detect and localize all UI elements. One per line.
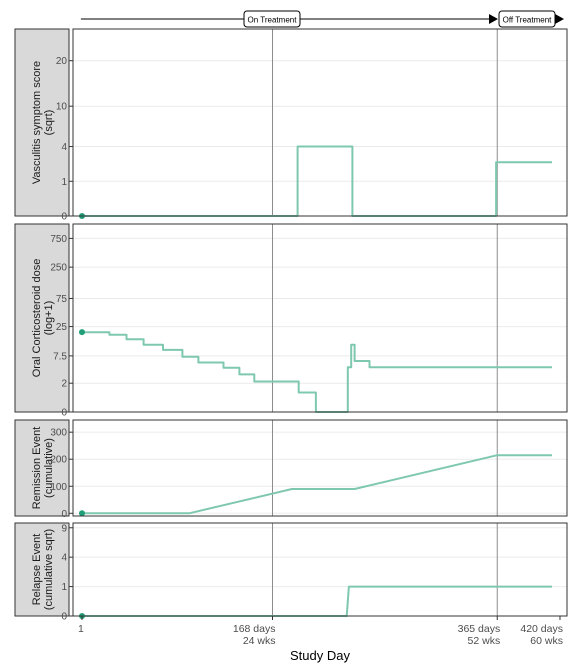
facet-strip-label: (cumulative sqrt): [43, 529, 55, 610]
x-tick-label: 1: [78, 623, 84, 635]
y-tick-label: 9: [61, 523, 67, 534]
y-tick-label: 0: [61, 509, 67, 520]
panel-3: Remission Event (cumulative) 0 100 200 300: [14, 419, 568, 520]
series-line: [82, 145, 552, 217]
timeline-label-box: [243, 10, 301, 28]
panel-border: [72, 522, 568, 617]
facet-strip: [14, 28, 70, 217]
y-tick-label: 2: [61, 379, 67, 390]
facet-strip-label: (cumulative): [43, 438, 55, 498]
panel-border: [72, 223, 568, 413]
y-tick-label: 20: [56, 56, 68, 67]
data-point: [79, 329, 85, 336]
facet-strip: [14, 419, 70, 517]
y-tick-label: 10: [56, 102, 68, 113]
facet-strip-label: Remission Event: [31, 427, 43, 510]
timeline-arrow-head: [489, 14, 498, 24]
timeline-label: Off Treatment: [503, 16, 553, 25]
facet-strip-label: (log+1): [43, 301, 55, 336]
panel-2: Oral Corticosteroid dose (log+1) 0 2 7.5 25 75…: [14, 223, 568, 419]
panel-border: [72, 419, 568, 517]
y-tick-label: 0: [61, 212, 67, 223]
y-tick-label: 7.5: [53, 351, 67, 362]
panel-4: Relapse Event (cumulative sqrt) 0 1 4 9: [14, 522, 568, 623]
facet-strip-label: Vasculitis symptom score: [31, 61, 43, 184]
facet-strip: [14, 522, 70, 617]
panel-border: [72, 28, 568, 217]
y-tick-label: 750: [50, 234, 67, 245]
facet-strip-label: Oral Corticosteroid dose: [31, 259, 43, 378]
facet-strip: [14, 223, 70, 413]
x-tick-label: 365 days: [458, 623, 501, 635]
y-tick-label: 200: [50, 455, 67, 466]
x-tick-sublabel: 60 wks: [530, 635, 563, 647]
timeline-label-box: [498, 10, 556, 28]
y-tick-label: 4: [61, 142, 67, 153]
series-line: [82, 331, 552, 413]
y-tick-label: 100: [50, 482, 67, 493]
series-line: [82, 454, 552, 515]
y-tick-label: 300: [50, 428, 67, 439]
y-tick-label: 25: [56, 322, 68, 333]
y-tick-label: 0: [61, 408, 67, 419]
panel-background: [73, 29, 567, 216]
data-point: [79, 510, 85, 517]
x-tick-sublabel: 24 wks: [243, 635, 276, 647]
facet-strip-label: (sqrt): [43, 110, 55, 136]
x-tick-label: 420 days: [520, 623, 563, 635]
y-tick-label: 75: [56, 294, 68, 305]
x-axis-label: Study Day: [290, 648, 350, 663]
y-tick-label: 250: [50, 263, 67, 274]
panel-background: [73, 420, 567, 516]
x-tick-label: 168 days: [233, 623, 276, 635]
y-tick-label: 1: [61, 582, 67, 593]
panel-background: [73, 523, 567, 616]
y-tick-label: 4: [61, 553, 67, 564]
timeline-label: On Treatment: [248, 16, 298, 25]
timeline-arrow-head-end: [555, 14, 564, 24]
panel-background: [73, 224, 567, 412]
y-tick-label: 0: [61, 612, 67, 623]
facet-strip-label: Relapse Event: [31, 534, 43, 606]
x-tick-sublabel: 52 wks: [468, 635, 501, 647]
y-tick-label: 1: [61, 177, 67, 188]
panel-1: Vasculitis symptom score (sqrt) 0 1 4 10 20: [14, 28, 568, 223]
